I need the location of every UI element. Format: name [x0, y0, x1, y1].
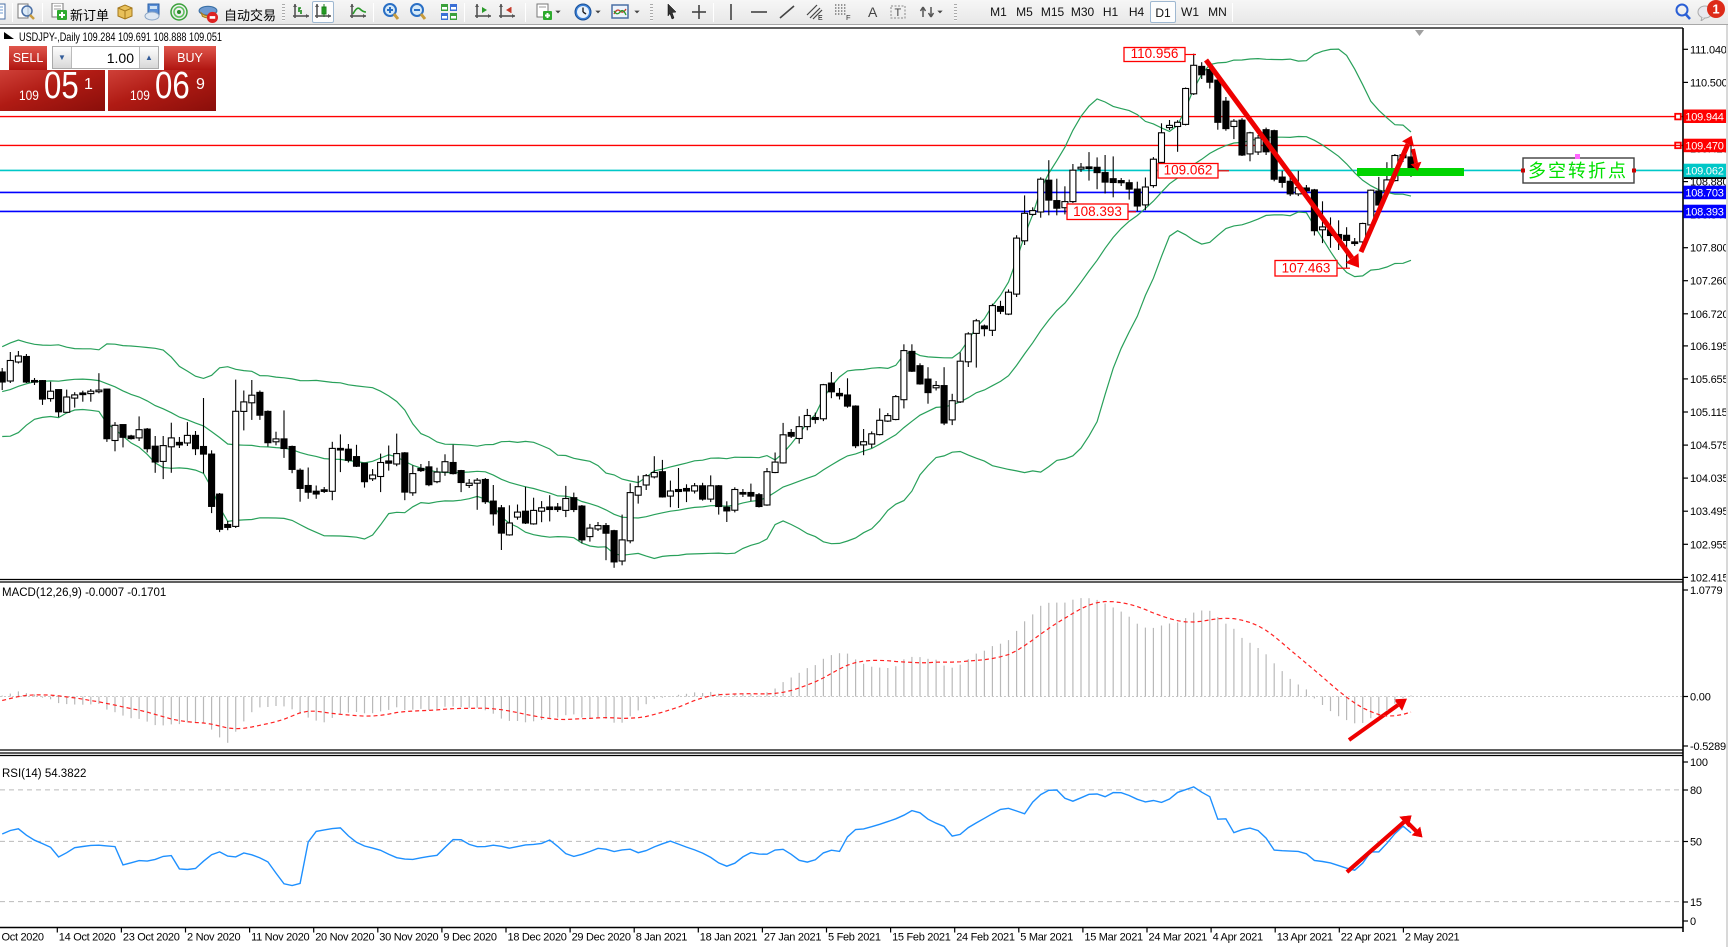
svg-text:0: 0 — [1690, 916, 1696, 928]
svg-text:0.00: 0.00 — [1690, 692, 1711, 704]
svg-text:24 Mar 2021: 24 Mar 2021 — [1149, 932, 1208, 944]
svg-text:14 Oct 2020: 14 Oct 2020 — [59, 932, 116, 944]
svg-text:F: F — [846, 13, 851, 21]
svg-text:1: 1 — [1712, 2, 1719, 17]
svg-text:108.393: 108.393 — [1073, 204, 1122, 219]
svg-text:104.035: 104.035 — [1690, 473, 1728, 485]
svg-text:29 Dec 2020: 29 Dec 2020 — [572, 932, 631, 944]
svg-text:50: 50 — [1690, 837, 1702, 849]
svg-text:110.500: 110.500 — [1690, 77, 1728, 89]
svg-text:103.495: 103.495 — [1690, 506, 1728, 518]
svg-text:11 Nov 2020: 11 Nov 2020 — [251, 932, 309, 944]
svg-text:24 Feb 2021: 24 Feb 2021 — [956, 932, 1015, 944]
svg-text:15 Mar 2021: 15 Mar 2021 — [1084, 932, 1143, 944]
svg-text:-0.5289: -0.5289 — [1690, 741, 1726, 753]
svg-text:USDJPY-,Daily 109.284 109.691: USDJPY-,Daily 109.284 109.691 108.888 10… — [19, 30, 222, 44]
svg-text:Oct 2020: Oct 2020 — [2, 932, 44, 944]
svg-text:13 Apr 2021: 13 Apr 2021 — [1277, 932, 1333, 944]
svg-text:109.062: 109.062 — [1685, 166, 1723, 178]
svg-text:27 Jan 2021: 27 Jan 2021 — [764, 932, 821, 944]
svg-text:108.880: 108.880 — [1690, 177, 1728, 189]
svg-text:23 Oct 2020: 23 Oct 2020 — [123, 932, 180, 944]
svg-text:2 May 2021: 2 May 2021 — [1405, 932, 1460, 944]
svg-text:22 Apr 2021: 22 Apr 2021 — [1341, 932, 1397, 944]
svg-text:T: T — [895, 7, 902, 19]
svg-text:RSI(14) 54.3822: RSI(14) 54.3822 — [2, 768, 86, 780]
svg-text:104.575: 104.575 — [1690, 440, 1728, 452]
svg-text:100: 100 — [1690, 757, 1708, 769]
svg-text:102.955: 102.955 — [1690, 539, 1728, 551]
svg-text:18 Jan 2021: 18 Jan 2021 — [700, 932, 757, 944]
svg-text:8 Jan 2021: 8 Jan 2021 — [636, 932, 688, 944]
svg-text:109.470: 109.470 — [1685, 141, 1723, 153]
svg-text:E: E — [818, 15, 823, 21]
svg-text:111.040: 111.040 — [1690, 44, 1727, 56]
svg-text:105.115: 105.115 — [1690, 407, 1728, 419]
svg-text:108.393: 108.393 — [1685, 207, 1723, 219]
svg-text:15 Feb 2021: 15 Feb 2021 — [892, 932, 951, 944]
svg-text:30 Nov 2020: 30 Nov 2020 — [379, 932, 438, 944]
svg-text:109.062: 109.062 — [1164, 163, 1213, 178]
svg-text:107.800: 107.800 — [1690, 243, 1728, 255]
svg-text:A: A — [868, 4, 878, 20]
svg-text:106.720: 106.720 — [1690, 309, 1728, 321]
svg-text:105.655: 105.655 — [1690, 374, 1728, 386]
svg-text:80: 80 — [1690, 785, 1702, 797]
svg-text:2 Nov 2020: 2 Nov 2020 — [187, 932, 240, 944]
svg-text:9 Dec 2020: 9 Dec 2020 — [443, 932, 496, 944]
svg-text:多空转折点: 多空转折点 — [1528, 161, 1628, 181]
svg-text:5 Mar 2021: 5 Mar 2021 — [1020, 932, 1073, 944]
svg-text:4 Apr 2021: 4 Apr 2021 — [1213, 932, 1263, 944]
svg-text:1.0779: 1.0779 — [1690, 585, 1723, 597]
svg-text:106.195: 106.195 — [1690, 341, 1728, 353]
svg-text:108.703: 108.703 — [1685, 188, 1723, 200]
svg-text:102.415: 102.415 — [1690, 572, 1728, 584]
svg-text:110.956: 110.956 — [1131, 46, 1179, 61]
svg-text:5 Feb 2021: 5 Feb 2021 — [828, 932, 881, 944]
svg-text:107.463: 107.463 — [1282, 261, 1331, 276]
svg-text:18 Dec 2020: 18 Dec 2020 — [508, 932, 567, 944]
svg-text:107.260: 107.260 — [1690, 276, 1728, 288]
svg-text:15: 15 — [1690, 897, 1702, 909]
svg-text:MACD(12,26,9) -0.0007 -0.1701: MACD(12,26,9) -0.0007 -0.1701 — [2, 587, 166, 599]
svg-text:20 Nov 2020: 20 Nov 2020 — [315, 932, 374, 944]
svg-text:109.944: 109.944 — [1685, 111, 1723, 123]
